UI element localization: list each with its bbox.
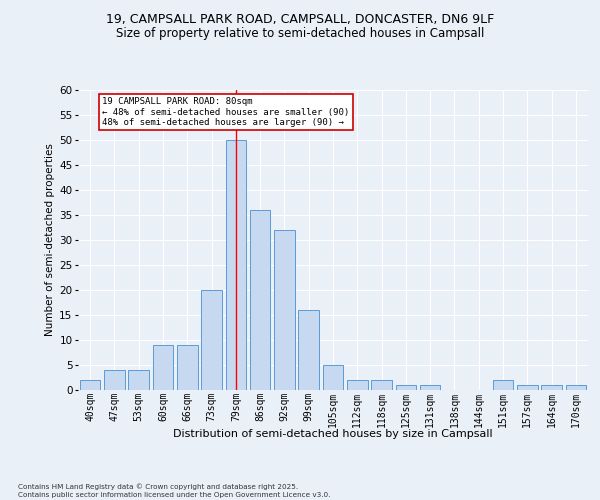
Text: 19, CAMPSALL PARK ROAD, CAMPSALL, DONCASTER, DN6 9LF: 19, CAMPSALL PARK ROAD, CAMPSALL, DONCAS… — [106, 12, 494, 26]
Bar — [566, 385, 586, 390]
Bar — [420, 385, 440, 390]
Bar — [226, 140, 246, 390]
Bar — [274, 230, 295, 390]
Bar — [541, 385, 562, 390]
Bar — [395, 385, 416, 390]
Text: Size of property relative to semi-detached houses in Campsall: Size of property relative to semi-detach… — [116, 28, 484, 40]
Bar — [80, 380, 100, 390]
Bar — [201, 290, 222, 390]
Bar — [128, 370, 149, 390]
Bar — [250, 210, 271, 390]
Bar — [347, 380, 368, 390]
Bar — [493, 380, 514, 390]
X-axis label: Distribution of semi-detached houses by size in Campsall: Distribution of semi-detached houses by … — [173, 430, 493, 440]
Bar — [371, 380, 392, 390]
Y-axis label: Number of semi-detached properties: Number of semi-detached properties — [45, 144, 55, 336]
Text: Contains HM Land Registry data © Crown copyright and database right 2025.
Contai: Contains HM Land Registry data © Crown c… — [18, 484, 331, 498]
Bar — [323, 365, 343, 390]
Text: 19 CAMPSALL PARK ROAD: 80sqm
← 48% of semi-detached houses are smaller (90)
48% : 19 CAMPSALL PARK ROAD: 80sqm ← 48% of se… — [102, 98, 350, 128]
Bar — [298, 310, 319, 390]
Bar — [517, 385, 538, 390]
Bar — [152, 345, 173, 390]
Bar — [177, 345, 197, 390]
Bar — [104, 370, 125, 390]
